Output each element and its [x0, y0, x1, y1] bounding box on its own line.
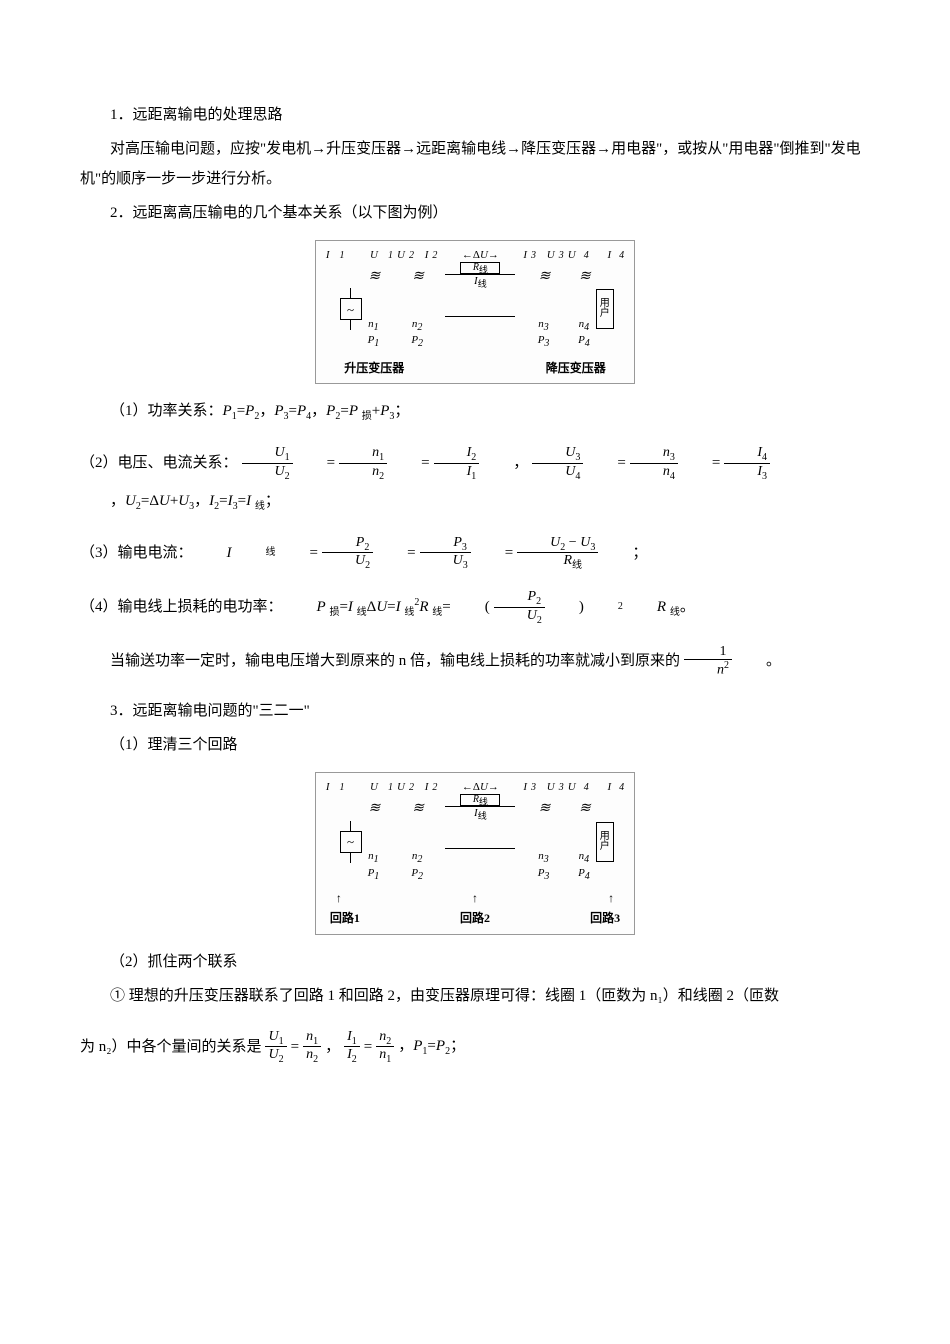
- eq-voltage-current: （2）电压、电流关系： U1U2 = n1n2 = I2I1 ， U3U4 = …: [80, 445, 870, 517]
- paragraph-4: 为 n₂）中各个量间的关系是 U1U2 = n1n2 ， I1I2 = n2n1…: [80, 1029, 870, 1066]
- cap-step-down: 降压变压器: [546, 361, 606, 375]
- heading-2: 2．远距离高压输电的几个基本关系（以下图为例）: [80, 198, 870, 228]
- diagram-2: I1 U1 ~ n1 P1 U2 I2: [80, 772, 870, 934]
- paragraph-1: 对高压输电问题，应按"发电机→升压变压器→远距离输电线→降压变压器→用电器"，或…: [80, 134, 870, 194]
- eq-current: （3）输电电流： I线 = P2U2 = P3U3 = U2 − U3R线 ；: [80, 535, 870, 572]
- cap-step-up: 升压变压器: [344, 361, 404, 375]
- eq-power: （1）功率关系：P1=P2，P3=P4，P2=P 损+P3；: [80, 396, 870, 427]
- paragraph-2: 当输送功率一定时，输电电压增大到原来的 n 倍，输电线上损耗的功率就减小到原来的…: [80, 644, 870, 678]
- sub-2: （2）抓住两个联系: [80, 947, 870, 977]
- sub-1: （1）理清三个回路: [80, 730, 870, 760]
- diagram-1: I1 U1 ~ n1 P1 U2 I2: [80, 240, 870, 384]
- heading-1: 1．远距离输电的处理思路: [80, 100, 870, 130]
- eq-power-loss: （4）输电线上损耗的电功率： P 损=I 线ΔU=I 线2R 线= (P2U2)…: [80, 589, 870, 626]
- loop-2: 回路2: [460, 911, 490, 925]
- loop-3: 回路3: [590, 911, 620, 925]
- loop-1: 回路1: [330, 911, 360, 925]
- paragraph-3: ① 理想的升压变压器联系了回路 1 和回路 2，由变压器原理可得：线圈 1（匝数…: [80, 981, 870, 1011]
- heading-3: 3．远距离输电问题的"三二一": [80, 696, 870, 726]
